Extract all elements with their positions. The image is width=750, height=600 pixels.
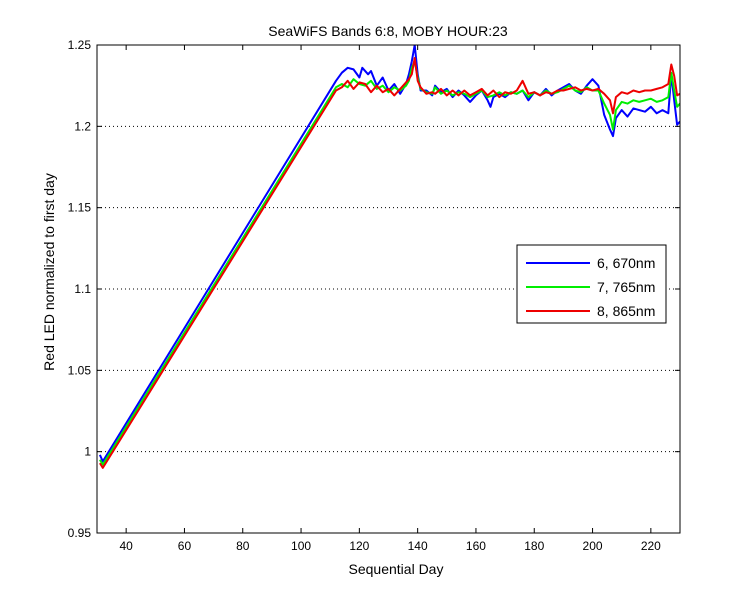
y-tick-label: 1.25 [68,38,92,52]
x-tick-label: 220 [641,539,661,553]
x-axis-ticks: 40 60 80 100 120 140 160 180 200 220 [119,45,661,553]
legend-label: 6, 670nm [597,255,655,271]
series-line [98,45,680,463]
y-tick-label: 0.95 [68,526,92,540]
x-tick-label: 80 [236,539,250,553]
y-tick-label: 1 [84,445,91,459]
y-axis-label: Red LED normalized to first day [41,173,57,371]
x-axis-label: Sequential Day [349,561,444,577]
x-tick-label: 200 [583,539,603,553]
x-tick-label: 180 [524,539,544,553]
chart-title: SeaWiFS Bands 6:8, MOBY HOUR:23 [268,23,508,39]
x-tick-label: 100 [291,539,311,553]
y-axis-ticks: 0.95 1 1.05 1.1 1.15 1.2 1.25 [68,38,680,540]
y-tick-label: 1.1 [74,282,91,296]
legend-label: 7, 765nm [597,279,655,295]
legend-label: 8, 865nm [597,303,655,319]
x-tick-label: 60 [178,539,192,553]
x-tick-label: 140 [408,539,428,553]
y-tick-label: 1.2 [74,119,91,133]
series-line [99,57,680,469]
series-layer [98,45,680,469]
x-tick-label: 160 [466,539,486,553]
y-tick-label: 1.05 [68,363,92,377]
x-tick-label: 40 [119,539,133,553]
legend: 6, 670nm 7, 765nm 8, 865nm [516,244,667,324]
x-tick-label: 120 [349,539,369,553]
y-tick-label: 1.15 [68,201,92,215]
